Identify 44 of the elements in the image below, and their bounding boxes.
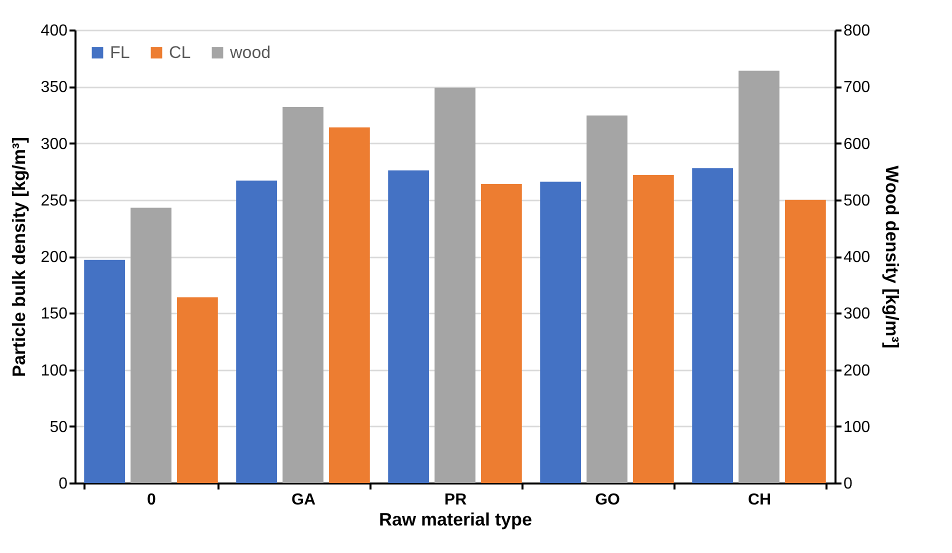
x-tick-label: 0 [147,492,156,508]
y2-tick-label: 100 [844,418,870,436]
bar [785,200,826,483]
y-tick-label: 250 [40,192,68,210]
y-tick-label: 400 [40,22,68,40]
bar [236,180,277,483]
bar [388,170,429,483]
x-tick-label: GA [292,492,316,508]
y2-tick-label: 700 [844,79,870,96]
bar [84,260,125,483]
x-tick-label: CH [748,492,772,508]
y2-tick-label: 200 [844,362,870,380]
y2-tick-label: 600 [844,136,870,153]
y2-tick-label: 0 [844,476,852,492]
y-tick-label: 150 [40,306,68,323]
legend-label: FL [110,42,130,62]
bar [434,88,476,483]
x-tick-label: PR [444,492,468,508]
bar [282,107,324,483]
y2-axis-title: Wood density [kg/m³] [882,166,902,348]
bar [481,184,522,483]
y-axis-title: Particle bulk density [kg/m³] [8,136,29,378]
x-tick-label: GO [595,492,620,508]
y-tick-label: 100 [40,362,68,380]
y2-tick-label: 800 [844,22,870,40]
bar [738,70,780,483]
y2-tick-label: 300 [844,306,870,323]
legend-label: wood [229,42,271,62]
x-axis-title: Raw material type [378,510,532,530]
bar [177,297,218,483]
bar [329,127,370,483]
y2-tick-label: 400 [844,249,870,266]
y2-tick-label: 500 [844,192,870,210]
bar [633,174,674,483]
y-tick-label: 50 [50,418,68,436]
bar [540,182,581,483]
y-tick-label: 300 [40,136,68,153]
y-tick-label: 200 [40,249,68,266]
legend-label: CL [169,42,191,62]
bar [692,168,733,483]
bar [130,208,172,483]
y-tick-label: 350 [40,79,68,96]
y-tick-label: 0 [58,476,68,492]
bar [586,116,628,483]
